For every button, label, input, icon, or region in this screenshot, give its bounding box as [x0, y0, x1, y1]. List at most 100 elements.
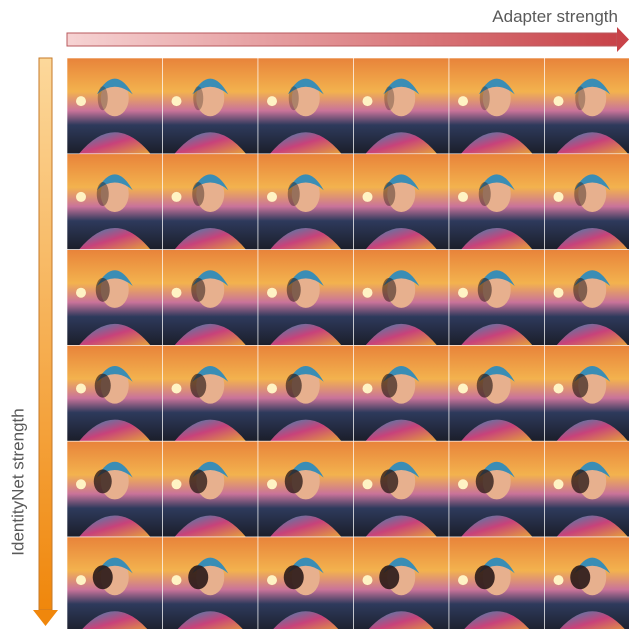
sun: [458, 287, 468, 298]
sun: [76, 383, 86, 394]
sun: [267, 287, 277, 298]
image-tile: [544, 249, 629, 346]
headscarf: [383, 270, 420, 287]
headscarf: [192, 78, 229, 95]
headscarf: [478, 461, 515, 478]
headscarf: [574, 270, 611, 287]
hair: [288, 86, 299, 111]
headscarf: [287, 365, 324, 382]
body: [174, 419, 246, 442]
image-tile: [353, 249, 450, 346]
hair: [571, 469, 590, 494]
hair: [189, 469, 208, 494]
body: [79, 323, 151, 346]
face: [387, 80, 416, 117]
face: [100, 80, 129, 117]
body: [365, 515, 437, 537]
face: [578, 271, 607, 308]
sun: [76, 479, 86, 490]
sun: [362, 479, 373, 490]
sun: [458, 191, 468, 202]
face: [291, 271, 320, 308]
face: [196, 176, 225, 213]
hair: [193, 86, 204, 111]
sun: [458, 575, 468, 586]
sun: [171, 96, 182, 107]
sun: [553, 96, 564, 107]
body: [556, 323, 628, 346]
hair: [93, 469, 112, 494]
hair: [574, 182, 587, 207]
body: [270, 323, 342, 346]
headscarf: [96, 78, 133, 95]
hair: [286, 277, 301, 302]
headscarf: [478, 365, 515, 382]
sun: [76, 287, 86, 298]
sun: [458, 383, 468, 394]
face: [100, 271, 129, 308]
face: [100, 176, 129, 213]
image-tile: [67, 153, 163, 250]
image-tile: [448, 345, 545, 442]
y-axis-label: IdentityNet strength: [8, 408, 27, 555]
body: [368, 611, 434, 629]
body: [174, 515, 246, 537]
body: [464, 611, 530, 629]
image-tile: [162, 249, 259, 346]
face: [387, 176, 416, 213]
hair: [476, 373, 493, 398]
headscarf: [192, 557, 229, 574]
sun: [362, 191, 373, 202]
headscarf: [96, 557, 133, 574]
sun: [458, 96, 468, 107]
sun: [553, 287, 564, 298]
sun: [76, 96, 86, 107]
face: [291, 80, 320, 117]
image-tile: [257, 153, 354, 250]
headscarf: [383, 174, 420, 191]
headscarf: [96, 461, 133, 478]
sun: [553, 191, 564, 202]
hair: [97, 86, 108, 111]
hair: [92, 565, 113, 590]
body: [461, 515, 533, 537]
body: [556, 132, 628, 154]
body: [270, 132, 342, 154]
sun: [76, 191, 86, 202]
headscarf: [478, 270, 515, 287]
headscarf: [287, 174, 324, 191]
headscarf: [574, 461, 611, 478]
headscarf: [287, 557, 324, 574]
image-tile: [257, 536, 354, 629]
headscarf: [574, 174, 611, 191]
body: [270, 228, 342, 250]
hair: [188, 565, 209, 590]
face: [482, 271, 511, 308]
body: [273, 611, 339, 629]
body: [365, 323, 437, 346]
image-tile: [353, 536, 450, 629]
sun: [362, 383, 373, 394]
headscarf: [383, 365, 420, 382]
body: [365, 228, 437, 250]
sun: [171, 191, 182, 202]
image-tile: [544, 440, 629, 538]
hair: [95, 277, 110, 302]
body: [556, 419, 628, 442]
headscarf: [192, 461, 229, 478]
hair: [478, 182, 491, 207]
body: [559, 611, 625, 629]
headscarf: [383, 461, 420, 478]
hair: [94, 373, 111, 398]
headscarf: [574, 557, 611, 574]
sun: [267, 383, 277, 394]
hair: [285, 373, 302, 398]
body: [556, 228, 628, 250]
face: [482, 176, 511, 213]
image-tile: [448, 440, 545, 538]
sun: [267, 96, 277, 107]
headscarf: [287, 461, 324, 478]
headscarf: [287, 78, 324, 95]
face: [387, 271, 416, 308]
